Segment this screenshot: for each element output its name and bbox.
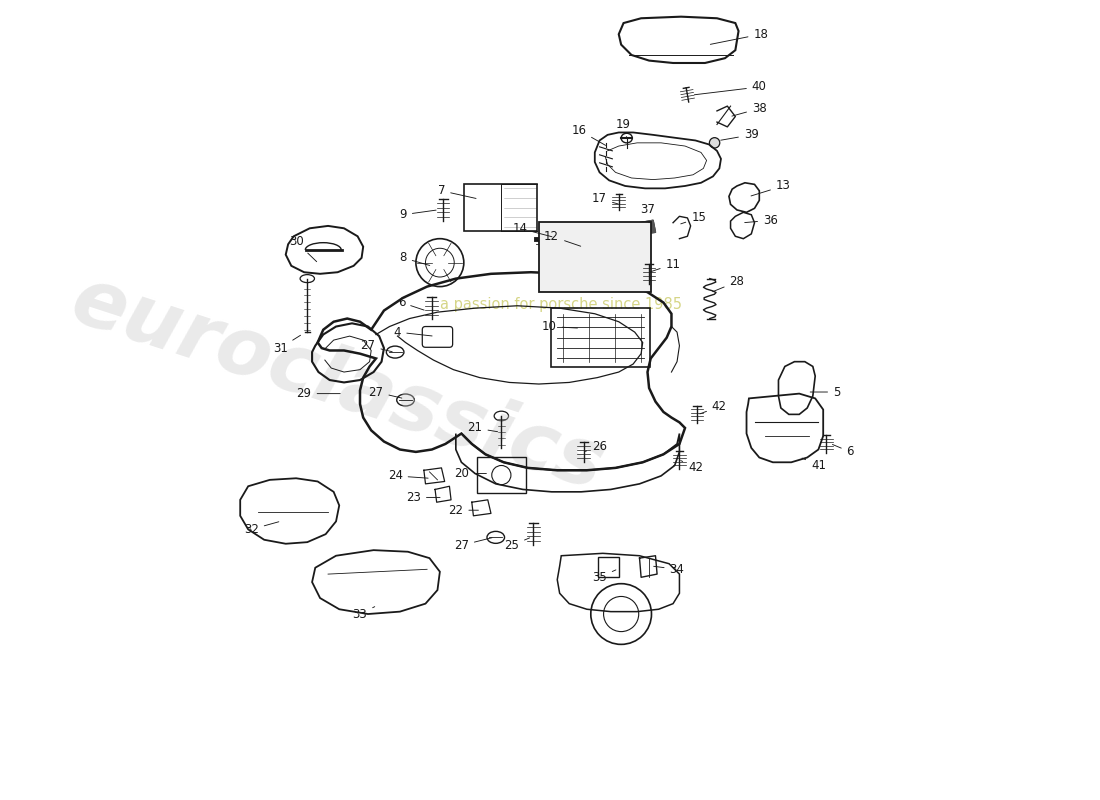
Text: 20: 20 (454, 467, 486, 480)
Text: 27: 27 (454, 538, 492, 552)
Text: 8: 8 (399, 251, 430, 266)
Text: 28: 28 (713, 275, 745, 292)
Text: 27: 27 (368, 386, 402, 398)
Text: 21: 21 (468, 422, 497, 434)
Text: 19: 19 (616, 118, 631, 137)
Text: 39: 39 (720, 128, 759, 142)
Text: 6: 6 (833, 445, 854, 458)
Text: 13: 13 (751, 179, 791, 196)
Text: 6: 6 (398, 296, 425, 310)
Text: euroclassics: euroclassics (62, 261, 614, 507)
Polygon shape (639, 220, 656, 234)
Text: 26: 26 (585, 440, 607, 453)
Text: 10: 10 (542, 320, 578, 333)
Text: 22: 22 (449, 504, 478, 517)
Text: a passion for porsche since 1985: a passion for porsche since 1985 (440, 297, 682, 312)
Text: 35: 35 (592, 570, 616, 584)
Text: 14: 14 (513, 222, 552, 237)
Text: 30: 30 (288, 235, 317, 262)
Text: 37: 37 (640, 203, 654, 222)
Ellipse shape (710, 138, 719, 148)
Text: 42: 42 (700, 400, 727, 414)
Text: 25: 25 (504, 538, 529, 552)
Text: 34: 34 (653, 563, 684, 576)
Text: 12: 12 (544, 230, 581, 246)
Text: 40: 40 (694, 81, 767, 94)
Text: 29: 29 (297, 387, 340, 400)
Text: 7: 7 (438, 184, 476, 198)
Text: 17: 17 (592, 192, 618, 206)
Text: 18: 18 (711, 28, 768, 44)
Text: 5: 5 (811, 386, 840, 398)
Text: 11: 11 (650, 258, 681, 272)
Text: 36: 36 (745, 214, 778, 227)
Text: 42: 42 (681, 461, 703, 474)
Text: 9: 9 (399, 208, 436, 222)
Text: 33: 33 (353, 606, 375, 621)
Text: 16: 16 (571, 123, 606, 146)
Text: 15: 15 (681, 211, 706, 225)
FancyBboxPatch shape (539, 222, 651, 292)
Text: 38: 38 (732, 102, 767, 116)
Text: 32: 32 (244, 522, 278, 536)
Text: 24: 24 (387, 470, 428, 482)
Text: 27: 27 (361, 339, 393, 352)
Text: 4: 4 (394, 326, 432, 338)
Text: 31: 31 (273, 335, 300, 354)
Text: 23: 23 (406, 491, 440, 504)
Text: 41: 41 (802, 458, 826, 472)
